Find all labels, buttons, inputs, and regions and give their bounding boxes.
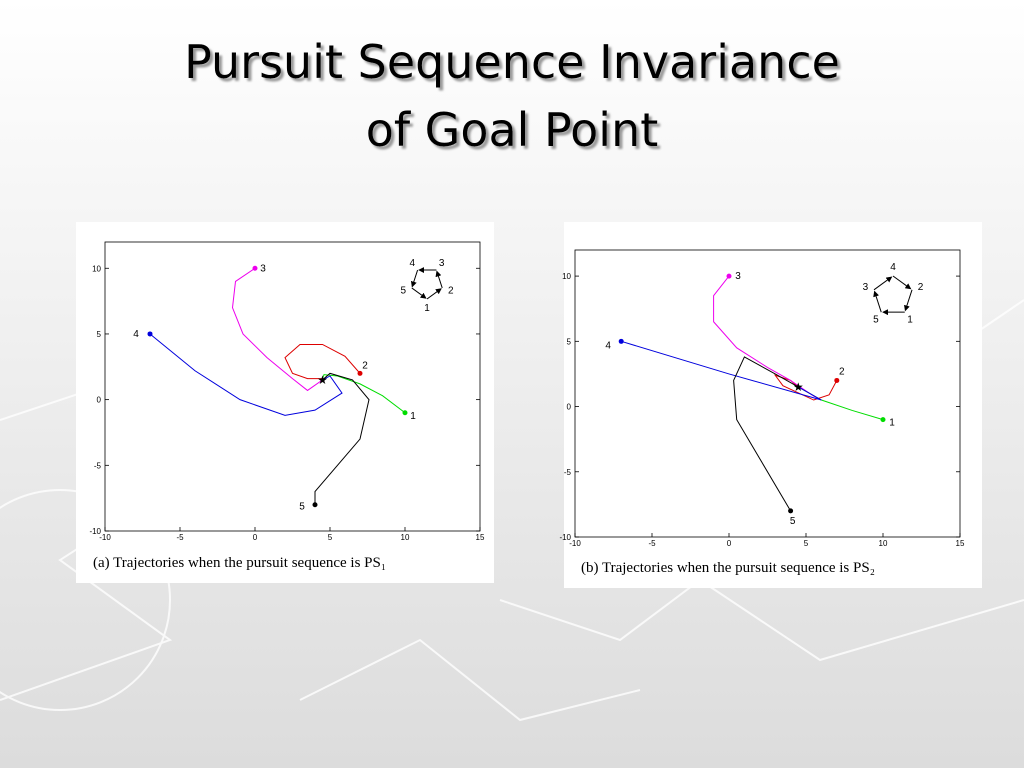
inset-arrow xyxy=(892,275,912,290)
plot-area xyxy=(104,241,481,532)
goal-point: ★ xyxy=(317,373,328,387)
caption: (a) Trajectories when the pursuit sequen… xyxy=(93,555,386,571)
x-tick-label: 5 xyxy=(328,533,333,542)
y-tick-label: 0 xyxy=(567,403,572,412)
inset-arrow xyxy=(904,289,913,312)
y-tick-label: 10 xyxy=(92,264,101,273)
slide-title: of Goal Point xyxy=(366,103,659,157)
x-tick-label: 0 xyxy=(727,539,732,548)
trajectory xyxy=(322,374,406,414)
trajectory xyxy=(621,340,822,401)
trajectory xyxy=(284,343,361,380)
goal-point: ★ xyxy=(793,380,804,394)
start-label: 4 xyxy=(133,329,139,340)
x-tick-label: -5 xyxy=(648,539,656,548)
y-tick-label: -5 xyxy=(564,468,572,477)
inset-label: 3 xyxy=(439,258,445,269)
inset-arrow xyxy=(410,269,419,288)
start-point xyxy=(147,331,153,337)
inset-label: 5 xyxy=(873,314,879,325)
start-label: 3 xyxy=(260,263,266,274)
inset-label: 5 xyxy=(400,286,406,297)
y-tick-label: -10 xyxy=(559,533,571,542)
y-tick-label: -10 xyxy=(89,527,101,536)
chart-frame xyxy=(564,222,982,588)
slide-title: Pursuit Sequence Invariance xyxy=(184,35,840,89)
x-tick-label: 0 xyxy=(253,533,258,542)
inset-label: 2 xyxy=(448,286,454,297)
x-tick-label: -5 xyxy=(176,533,184,542)
start-point xyxy=(357,370,363,376)
inset-label: 1 xyxy=(424,303,430,314)
inset-arrow xyxy=(873,290,882,313)
x-tick-label: 10 xyxy=(879,539,888,548)
start-point xyxy=(726,273,732,279)
inset-label: 1 xyxy=(907,314,913,325)
plot-area xyxy=(574,249,961,538)
x-tick-label: 10 xyxy=(401,533,410,542)
x-tick-label: -10 xyxy=(569,539,581,548)
start-point xyxy=(312,502,318,508)
inset-label: 4 xyxy=(410,258,416,269)
inset-label: 3 xyxy=(863,282,869,293)
start-label: 3 xyxy=(735,271,741,282)
inset-label: 2 xyxy=(918,282,924,293)
y-tick-label: -5 xyxy=(94,461,102,470)
inset-arrow xyxy=(411,287,427,299)
y-tick-label: 5 xyxy=(97,330,102,339)
start-label: 2 xyxy=(362,360,368,371)
chart: -10 -5 0 5 10 15 -10 -5 0 5 10 1 2 3 4 5 ★ 1 2 3 4 5 (b) Traje… xyxy=(559,222,982,588)
start-point xyxy=(834,377,840,383)
x-tick-label: 15 xyxy=(956,539,965,548)
x-tick-label: 5 xyxy=(804,539,809,548)
start-point xyxy=(252,265,258,271)
chart-frame xyxy=(76,222,494,583)
inset-arrow xyxy=(873,276,893,291)
inset-arrow xyxy=(435,270,443,289)
trajectory xyxy=(231,267,323,392)
start-label: 1 xyxy=(410,411,416,422)
start-label: 5 xyxy=(299,502,305,513)
inset-arrow xyxy=(426,288,442,300)
inset-label: 4 xyxy=(890,262,896,273)
x-tick-label: -10 xyxy=(99,533,111,542)
caption: (b) Trajectories when the pursuit sequen… xyxy=(581,560,875,576)
y-tick-label: 0 xyxy=(97,396,102,405)
trajectory xyxy=(149,333,343,416)
start-point xyxy=(618,338,624,344)
trajectory xyxy=(314,372,370,505)
trajectory xyxy=(733,356,799,512)
start-point xyxy=(402,410,408,416)
y-tick-label: 10 xyxy=(562,272,571,281)
x-tick-label: 15 xyxy=(476,533,485,542)
y-tick-label: 5 xyxy=(567,337,572,346)
start-label: 4 xyxy=(605,340,611,351)
start-label: 5 xyxy=(790,516,796,527)
chart: -10 -5 0 5 10 15 -10 -5 0 5 10 1 2 3 4 5 ★ 1 2 3 4 5 (a) Traje… xyxy=(76,222,494,583)
start-point xyxy=(788,508,794,514)
start-label: 1 xyxy=(889,418,895,429)
start-point xyxy=(880,417,886,423)
start-label: 2 xyxy=(839,366,845,377)
